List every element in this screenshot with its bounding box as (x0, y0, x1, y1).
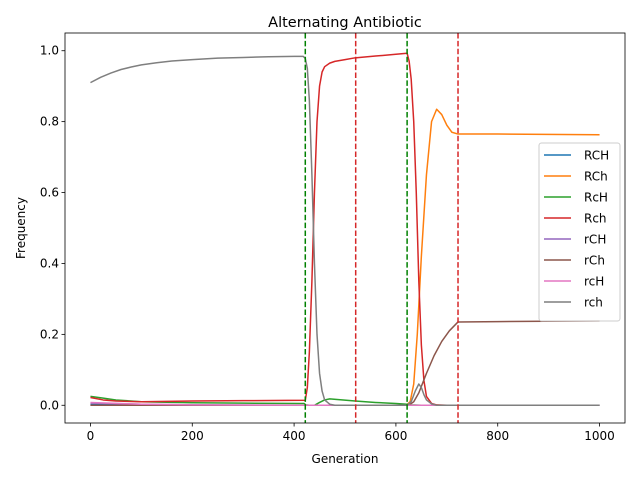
legend-label-rCH: rCH (584, 233, 606, 247)
y-tick-label: 0.2 (40, 327, 59, 341)
legend-label-RCH: RCH (584, 149, 609, 163)
series-lines (90, 33, 600, 423)
legend: RCH RCh RcH Rch rCH rCh rcH rch (538, 142, 621, 322)
legend-label-RCh: RCh (584, 170, 608, 184)
x-tick-label: 200 (181, 429, 204, 443)
legend-box (538, 142, 621, 322)
x-tick-label: 400 (283, 429, 306, 443)
legend-label-rcH: rcH (584, 275, 604, 289)
x-tick-label: 0 (87, 429, 95, 443)
y-tick-label: 1.0 (40, 44, 59, 58)
x-tick-label: 800 (486, 429, 509, 443)
legend-label-Rch: Rch (584, 212, 607, 226)
plot-background (65, 33, 625, 423)
plot-area: 0 200 400 600 800 10000.00.20.40.60.81.0RCHRC… (40, 32, 626, 443)
legend-label-rch: rch (584, 296, 603, 310)
chart-title: Alternating Antibiotic (268, 15, 422, 31)
x-axis-label: Generation (312, 452, 379, 466)
axes-frame (64, 32, 626, 424)
y-axis-label: Frequency (14, 197, 28, 259)
legend-label-rCh: rCh (584, 254, 605, 268)
series-line-rch (90, 55, 600, 407)
x-tick-label: 1000 (584, 429, 615, 443)
legend-label-RcH: RcH (584, 191, 608, 205)
y-tick-label: 0.8 (40, 115, 59, 129)
series-line-Rch (90, 52, 600, 407)
y-tick-label: 0.6 (40, 186, 59, 200)
x-tick-label: 600 (384, 429, 407, 443)
y-tick-label: 0.0 (40, 398, 59, 412)
y-tick-label: 0.4 (40, 256, 59, 270)
